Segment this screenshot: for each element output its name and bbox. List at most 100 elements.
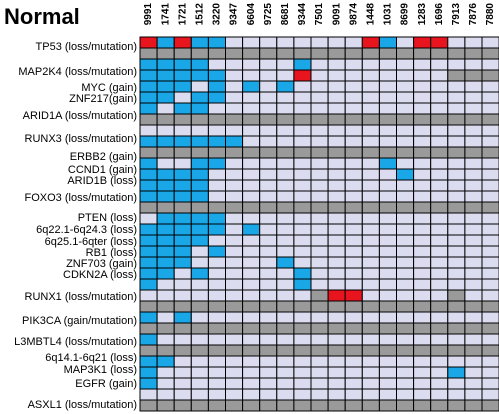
cell: [413, 267, 432, 280]
cell: [276, 311, 295, 324]
cell: [156, 58, 175, 71]
cell: [464, 201, 483, 214]
cell: [293, 146, 312, 159]
cell: [276, 355, 295, 368]
cell: [344, 80, 363, 93]
cell: [225, 234, 244, 247]
cell: [327, 190, 346, 203]
cell: [481, 157, 499, 170]
cell: [293, 399, 312, 412]
cell: [276, 234, 295, 247]
cell: [139, 355, 158, 368]
cell: [396, 311, 415, 324]
cell: [207, 102, 226, 115]
row-label: CDKN2A (loss): [63, 269, 137, 281]
cell: [259, 267, 278, 280]
cell: [173, 135, 192, 148]
cell: [173, 36, 192, 49]
cell: [190, 311, 209, 324]
cell: [361, 399, 380, 412]
cell: [139, 223, 158, 236]
cell: [481, 168, 499, 181]
cell: [190, 267, 209, 280]
cell: [361, 377, 380, 390]
cell: [447, 124, 466, 137]
cell: [259, 58, 278, 71]
cell: [327, 212, 346, 225]
cell: [276, 124, 295, 137]
cell: [207, 333, 226, 346]
cell: [447, 157, 466, 170]
cell: [293, 377, 312, 390]
cell: [464, 113, 483, 126]
cell: [361, 289, 380, 302]
cell: [139, 289, 158, 302]
cell: [190, 366, 209, 379]
cell: [190, 113, 209, 126]
cell: [430, 388, 449, 401]
cell: [139, 102, 158, 115]
cell: [327, 168, 346, 181]
cell: [207, 69, 226, 82]
cell: [190, 58, 209, 71]
cell: [378, 157, 397, 170]
cell: [259, 47, 278, 60]
cell: [481, 344, 499, 357]
cell: [413, 58, 432, 71]
cell: [156, 267, 175, 280]
cell: [276, 168, 295, 181]
cell: [293, 333, 312, 346]
cell: [139, 333, 158, 346]
column-label: 1031: [383, 3, 394, 26]
cell: [190, 377, 209, 390]
cell: [344, 201, 363, 214]
cell: [430, 366, 449, 379]
cell: [173, 344, 192, 357]
cell: [430, 267, 449, 280]
cell: [242, 58, 261, 71]
cell: [464, 322, 483, 335]
row-label: ZNF217(gain): [69, 93, 137, 105]
cell: [430, 234, 449, 247]
cell: [396, 377, 415, 390]
cell: [447, 311, 466, 324]
cell: [430, 58, 449, 71]
cell: [327, 91, 346, 104]
cell: [242, 212, 261, 225]
cell: [378, 388, 397, 401]
cell: [344, 267, 363, 280]
cell: [310, 355, 329, 368]
cell: [207, 212, 226, 225]
cell: [139, 212, 158, 225]
cell: [481, 289, 499, 302]
cell: [190, 234, 209, 247]
cell: [139, 168, 158, 181]
cell: [327, 201, 346, 214]
column-label: 7501: [314, 3, 325, 26]
cell: [344, 311, 363, 324]
cell: [225, 58, 244, 71]
column-label: 9991: [143, 3, 154, 26]
cell: [242, 146, 261, 159]
cell: [259, 388, 278, 401]
cell: [293, 124, 312, 137]
cell: [378, 113, 397, 126]
cell: [190, 289, 209, 302]
cell: [225, 245, 244, 258]
cell: [259, 212, 278, 225]
cell: [242, 124, 261, 137]
cell: [310, 135, 329, 148]
cell: [378, 80, 397, 93]
cell: [293, 289, 312, 302]
cell: [447, 256, 466, 269]
cell: [378, 289, 397, 302]
cell: [139, 91, 158, 104]
cell: [430, 91, 449, 104]
cell: [242, 157, 261, 170]
cell: [293, 102, 312, 115]
cell: [242, 322, 261, 335]
cell: [139, 190, 158, 203]
cell: [344, 278, 363, 291]
cell: [259, 289, 278, 302]
cell: [259, 69, 278, 82]
